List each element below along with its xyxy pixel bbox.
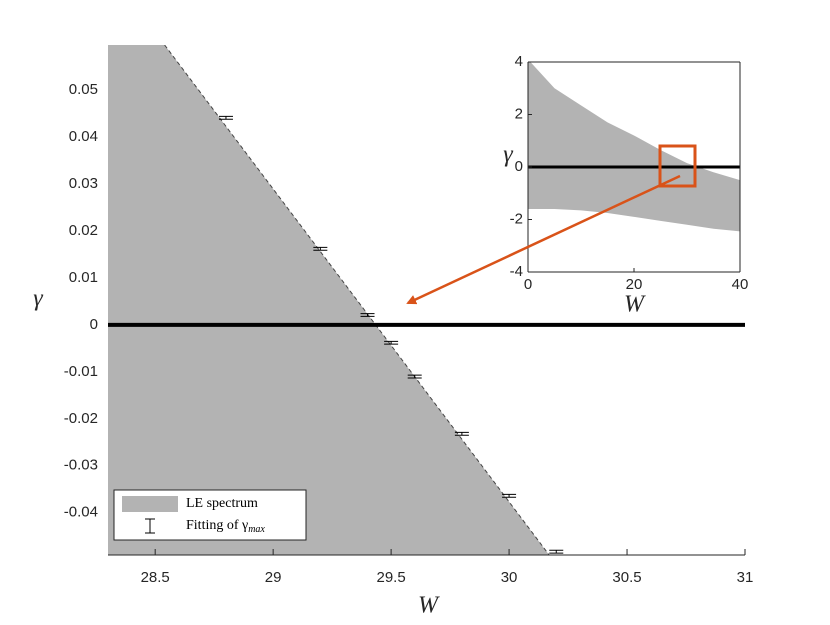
y-tick-label: 0.04 — [69, 128, 98, 145]
inset-chart: 0 20 40 -4 -2 0 2 4 Wγ — [503, 53, 748, 318]
legend-label: Fitting of γmax — [186, 518, 265, 535]
y-tick-label: 0.01 — [69, 269, 98, 286]
error-bar — [384, 340, 399, 345]
y-tick-label: -0.02 — [64, 410, 98, 427]
y-tick-label: 0 — [90, 316, 98, 333]
y-tick-label: 0.05 — [69, 81, 98, 98]
error-bar — [407, 374, 422, 379]
x-tick-label: 31 — [737, 569, 754, 586]
y-tick-label: 0.03 — [69, 175, 98, 192]
y-tick-label: 4 — [515, 53, 523, 70]
x-tick-label: 29 — [265, 569, 282, 586]
y-tick-label: -2 — [510, 210, 523, 227]
error-bar — [454, 431, 469, 436]
error-bar — [360, 313, 375, 317]
x-tick-label: 0 — [524, 276, 532, 293]
x-axis-label: W — [624, 292, 646, 318]
x-axis-label: W — [418, 593, 440, 619]
x-tick-label: 28.5 — [141, 569, 170, 586]
error-bar — [502, 493, 517, 498]
x-tick-label: 30.5 — [612, 569, 641, 586]
x-tick-label: 40 — [732, 276, 749, 293]
error-bar — [313, 246, 328, 251]
y-tick-label: -0.03 — [64, 457, 98, 474]
error-bar — [218, 115, 233, 120]
x-tick-label: 30 — [501, 569, 518, 586]
y-axis-label: γ — [33, 286, 43, 312]
y-tick-label: -0.01 — [64, 363, 98, 380]
x-tick-label: 29.5 — [377, 569, 406, 586]
main-chart: 28.5 29 29.5 30 30.5 31-0.04-0.03-0.02-0.0100… — [33, 45, 754, 619]
zoom-box — [658, 144, 697, 188]
y-tick-label: 0 — [515, 158, 523, 175]
legend-label: LE spectrum — [186, 496, 258, 511]
y-tick-label: -0.04 — [64, 504, 98, 521]
le-spectrum-band — [528, 62, 740, 232]
y-tick-label: 0.02 — [69, 222, 98, 239]
legend-swatch — [122, 496, 178, 512]
error-bar — [549, 549, 564, 554]
le-spectrum-area — [108, 45, 550, 555]
y-tick-label: 2 — [515, 105, 523, 122]
y-axis-label: γ — [503, 142, 513, 168]
le-spectrum-edge — [164, 45, 550, 555]
zoom-arrow — [406, 174, 681, 305]
plot-area — [108, 45, 745, 555]
legend-swatch — [145, 518, 155, 534]
y-tick-label: -4 — [510, 263, 523, 280]
plot-area — [528, 62, 740, 232]
x-tick-label: 20 — [626, 276, 643, 293]
